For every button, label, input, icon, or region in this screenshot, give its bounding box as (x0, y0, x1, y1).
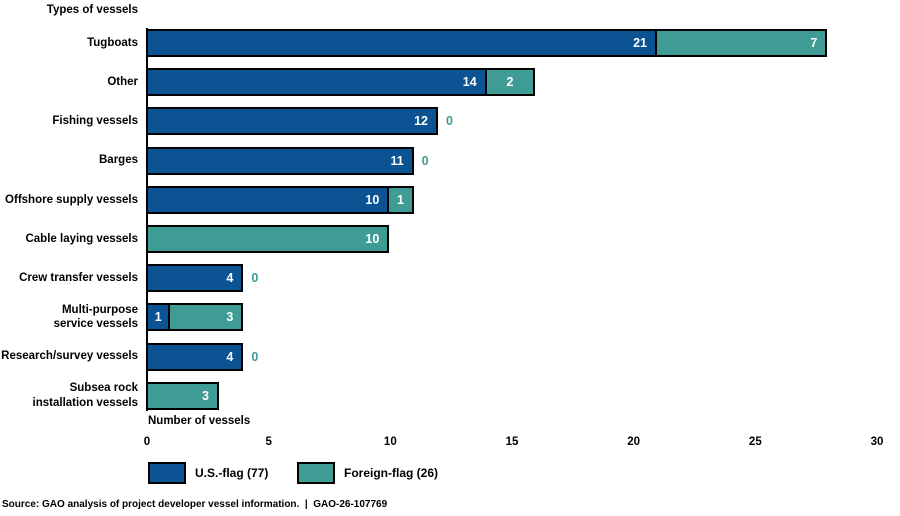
segment-value-label: 7 (810, 36, 818, 50)
bar-segment-us-flag: 11 (146, 146, 414, 175)
legend-entry: Foreign-flag (26) (297, 461, 438, 484)
legend: U.S.-flag (77) Foreign-flag (26) (0, 461, 900, 485)
segment-value-label: 10 (365, 232, 380, 246)
bar-segment-us-flag: 4 (146, 342, 244, 371)
segment-value-label: 2 (506, 75, 514, 90)
category-label: Offshore supply vessels (5, 193, 138, 206)
bar-segment-foreign-flag: 3 (168, 303, 244, 332)
bar-segment-foreign-flag: 3 (146, 381, 219, 410)
segment-value-label: 10 (365, 192, 380, 207)
y-axis-line (146, 28, 148, 411)
segment-value-label: 12 (414, 114, 428, 129)
bar-segment-us-flag: 14 (146, 68, 487, 97)
bar-segment-us-flag: 4 (146, 264, 244, 293)
bar-segment-us-flag: 1 (146, 303, 171, 332)
category-label: Subsea rock installation vessels (32, 382, 138, 409)
bar-segment-foreign-flag: 1 (387, 185, 414, 214)
x-axis-ticks: 0 5 10 15 20 25 30 (0, 436, 900, 450)
chart-title: Types of vessels (46, 4, 138, 16)
bar-segment-foreign-flag: 7 (655, 29, 828, 57)
bar-segment-foreign-flag: 2 (484, 68, 536, 97)
segment-value-label: 1 (397, 192, 404, 207)
legend-swatch (148, 461, 186, 484)
bar-segment-us-flag: 12 (146, 107, 438, 136)
legend-swatch (297, 461, 335, 484)
x-tick-label: 15 (505, 436, 519, 448)
zero-value-label: 0 (446, 114, 453, 129)
zero-value-label: 0 (421, 153, 429, 168)
segment-value-label: 1 (154, 310, 162, 325)
x-tick-label: 25 (748, 436, 762, 448)
zero-value-label: 0 (251, 349, 259, 364)
x-tick-label: 30 (870, 436, 884, 448)
bar-segment-us-flag: 21 (146, 29, 657, 57)
category-label: Tugboats (87, 36, 138, 49)
x-tick-label: 20 (627, 436, 641, 448)
segment-value-label: 21 (633, 36, 647, 50)
x-tick-label: 0 (143, 436, 151, 448)
x-tick-label: 10 (383, 436, 397, 448)
legend-entry: U.S.-flag (77) (148, 461, 268, 484)
x-tick-label: 5 (265, 436, 272, 448)
bar-segment-us-flag: 10 (146, 185, 390, 214)
source-note: Source: GAO analysis of project develope… (2, 499, 388, 510)
segment-value-label: 11 (390, 153, 404, 168)
category-label: Research/survey vessels (1, 350, 138, 363)
zero-value-label: 0 (251, 271, 259, 286)
category-label: Crew transfer vessels (19, 272, 138, 284)
category-label: Multi-purpose service vessels (53, 304, 138, 331)
category-label: Other (107, 76, 138, 88)
legend-label: U.S.-flag (77) (195, 465, 269, 480)
plot-area: Tugboats 21 7 Other 14 2 Fishing vessels 12 0 Bar… (1, 28, 828, 411)
legend-label: Foreign-flag (26) (344, 465, 439, 480)
segment-value-label: 4 (226, 271, 234, 286)
category-label: Fishing vessels (52, 115, 138, 128)
segment-value-label: 3 (202, 388, 209, 403)
x-axis-title: Number of vessels (148, 415, 251, 427)
category-label: Cable laying vessels (25, 232, 138, 245)
segment-value-label: 14 (462, 75, 477, 90)
category-label: Barges (99, 154, 138, 167)
segment-value-label: 3 (226, 310, 234, 325)
segment-value-label: 4 (226, 349, 234, 364)
bar-segment-foreign-flag: 10 (146, 225, 390, 253)
